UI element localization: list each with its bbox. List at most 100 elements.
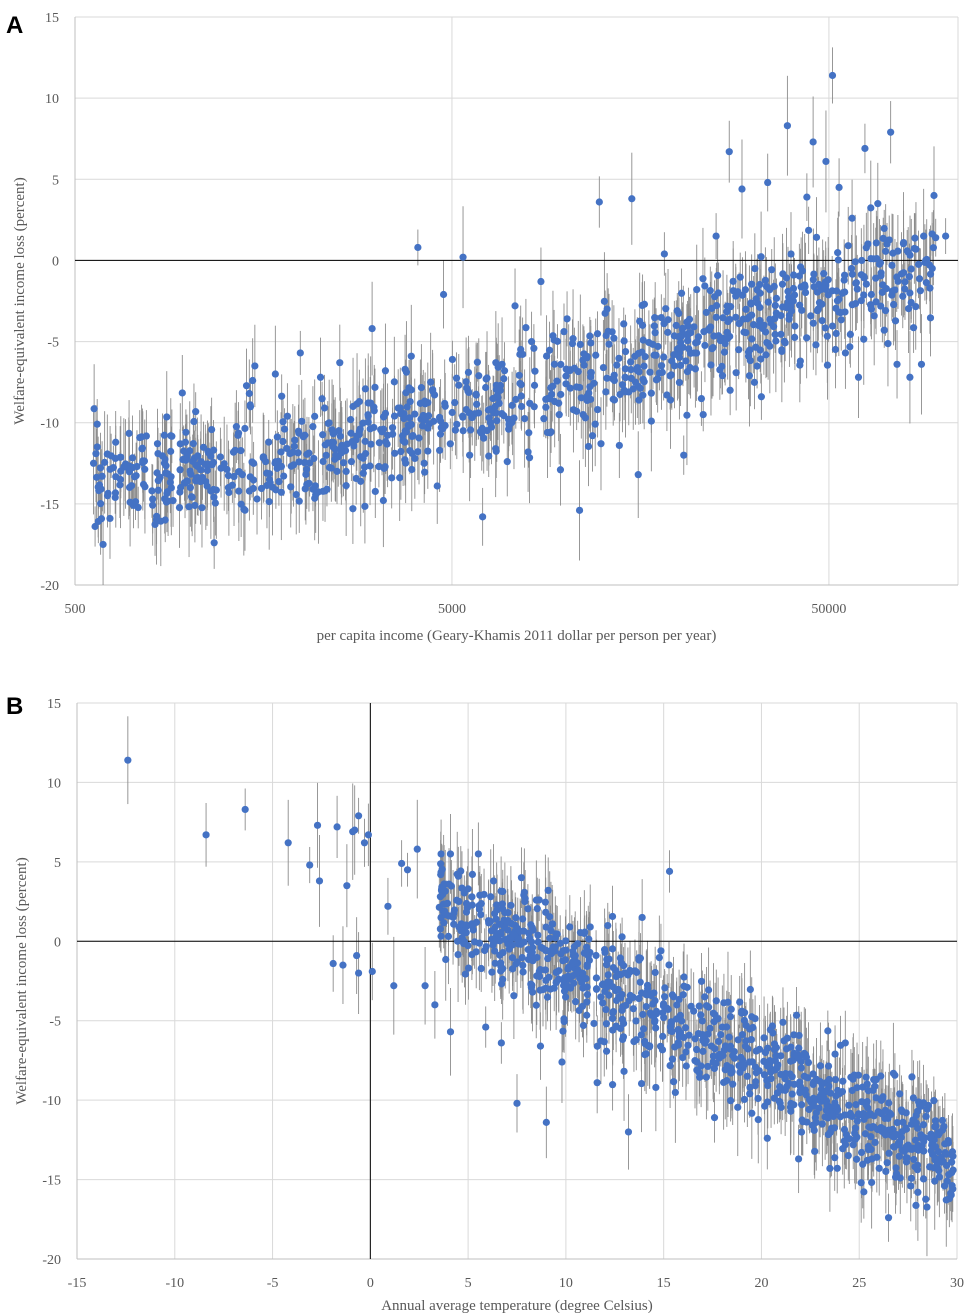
data-point	[154, 449, 162, 458]
x-tick-label: 5	[465, 1276, 472, 1291]
data-point	[867, 204, 875, 212]
data-point	[583, 396, 591, 405]
data-point	[349, 402, 357, 411]
data-point	[451, 426, 460, 434]
data-point	[637, 1079, 646, 1088]
data-point	[581, 414, 589, 422]
data-point	[751, 1014, 759, 1023]
data-point	[153, 469, 161, 477]
data-point	[579, 1021, 588, 1030]
data-point	[562, 372, 570, 380]
data-point	[182, 456, 190, 464]
data-point	[667, 1018, 675, 1026]
data-point	[690, 323, 698, 331]
data-point	[667, 371, 675, 379]
data-point	[325, 463, 334, 472]
data-point	[388, 474, 396, 482]
data-point	[831, 345, 840, 354]
data-point	[693, 1045, 701, 1054]
data-point	[542, 403, 550, 411]
data-point	[616, 954, 624, 962]
data-point	[291, 436, 299, 444]
data-point	[647, 389, 655, 397]
data-point	[942, 1196, 950, 1204]
data-point	[718, 362, 726, 370]
data-point	[707, 361, 715, 369]
data-point	[701, 1039, 709, 1047]
data-point	[167, 447, 175, 455]
data-point	[676, 361, 685, 370]
data-point	[311, 482, 319, 490]
data-point	[462, 922, 470, 931]
data-point	[292, 491, 300, 499]
data-point	[666, 1061, 674, 1070]
data-point	[810, 1126, 818, 1134]
data-point	[884, 1114, 892, 1122]
data-point	[875, 1164, 883, 1172]
data-point	[865, 1123, 873, 1131]
data-point	[462, 378, 470, 386]
data-point	[818, 317, 826, 325]
data-point	[366, 462, 374, 470]
data-point	[556, 939, 564, 947]
data-point	[138, 445, 146, 453]
data-point	[857, 1179, 865, 1187]
data-point	[657, 314, 665, 322]
data-point	[491, 402, 499, 411]
data-point	[162, 469, 170, 477]
data-point	[846, 1109, 854, 1118]
data-point	[553, 930, 561, 938]
data-point	[503, 458, 511, 466]
data-point	[93, 420, 101, 428]
data-point	[516, 927, 524, 935]
y-tick-label: -5	[47, 336, 59, 351]
y-tick-label: -15	[42, 1174, 61, 1189]
data-point	[675, 995, 683, 1004]
data-point	[790, 1080, 798, 1088]
data-point	[343, 882, 351, 890]
data-point	[851, 258, 859, 266]
data-point	[673, 307, 681, 315]
data-point	[608, 1014, 617, 1023]
data-point	[580, 929, 588, 938]
data-point	[732, 292, 740, 300]
data-point	[592, 351, 600, 359]
data-point	[668, 991, 676, 999]
x-tick-label: 25	[852, 1276, 866, 1291]
data-point	[920, 1137, 928, 1146]
data-point	[458, 884, 466, 892]
data-point	[900, 269, 908, 277]
data-point	[891, 1071, 899, 1079]
data-point	[693, 286, 701, 294]
data-point	[682, 1048, 690, 1056]
data-point	[455, 897, 463, 906]
data-point	[166, 478, 174, 486]
data-point	[352, 474, 360, 483]
data-point	[149, 501, 157, 509]
data-point	[339, 961, 347, 969]
data-point	[249, 376, 257, 385]
data-point	[124, 756, 132, 764]
data-point	[697, 1011, 705, 1019]
data-point	[303, 480, 311, 488]
data-point	[791, 322, 799, 330]
data-point	[659, 1032, 667, 1040]
data-point	[779, 270, 787, 278]
data-point	[867, 305, 876, 313]
data-point	[477, 964, 485, 973]
data-point	[364, 412, 372, 420]
data-point	[679, 991, 687, 999]
data-point	[542, 908, 550, 916]
data-point	[801, 288, 810, 297]
data-point	[890, 1133, 899, 1141]
data-point	[798, 1101, 806, 1109]
data-point	[821, 278, 830, 286]
data-point	[819, 284, 827, 292]
data-point	[861, 144, 869, 153]
data-point	[603, 955, 611, 964]
data-point	[230, 472, 238, 481]
data-point	[153, 440, 162, 448]
data-point	[328, 426, 336, 434]
data-point	[727, 1005, 735, 1013]
data-point	[549, 382, 557, 390]
